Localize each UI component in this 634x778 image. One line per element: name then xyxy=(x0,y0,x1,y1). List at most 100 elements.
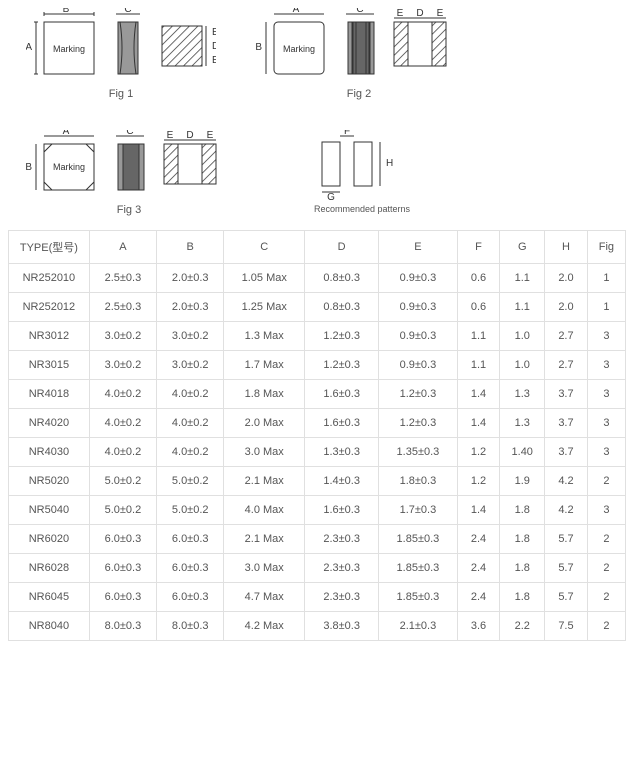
cell-a: 4.0±0.2 xyxy=(89,380,156,409)
cell-e: 1.85±0.3 xyxy=(379,525,458,554)
col-type: TYPE(型号) xyxy=(9,231,90,264)
cell-a: 2.5±0.3 xyxy=(89,264,156,293)
col-fig: Fig xyxy=(587,231,625,264)
fig3-top: E D E xyxy=(160,130,232,200)
dim-e2: E xyxy=(207,130,214,141)
dim-e1: E xyxy=(212,27,216,38)
cell-c: 2.1 Max xyxy=(224,467,305,496)
table-header-row: TYPE(型号) A B C D E F G H Fig xyxy=(9,231,626,264)
cell-f: 1.1 xyxy=(457,322,500,351)
dim-a: A xyxy=(63,130,70,137)
cell-b: 4.0±0.2 xyxy=(157,438,224,467)
fig1-front: B A Marking xyxy=(26,8,104,84)
cell-c: 4.7 Max xyxy=(224,583,305,612)
cell-type: NR3015 xyxy=(9,351,90,380)
fig3-group: A B Marking C E D E xyxy=(26,130,232,216)
pattern-drawing: F H G xyxy=(302,130,422,200)
cell-c: 4.0 Max xyxy=(224,496,305,525)
cell-type: NR8040 xyxy=(9,612,90,641)
dim-c: C xyxy=(126,130,133,137)
cell-g: 1.8 xyxy=(500,496,545,525)
cell-h: 3.7 xyxy=(545,438,588,467)
cell-a: 6.0±0.3 xyxy=(89,525,156,554)
cell-f: 1.4 xyxy=(457,409,500,438)
cell-g: 1.9 xyxy=(500,467,545,496)
cell-g: 1.40 xyxy=(500,438,545,467)
cell-a: 4.0±0.2 xyxy=(89,438,156,467)
cell-fig: 2 xyxy=(587,554,625,583)
cell-d: 2.3±0.3 xyxy=(305,554,379,583)
cell-e: 0.9±0.3 xyxy=(379,351,458,380)
col-g: G xyxy=(500,231,545,264)
cell-g: 1.3 xyxy=(500,380,545,409)
cell-b: 3.0±0.2 xyxy=(157,322,224,351)
cell-fig: 2 xyxy=(587,583,625,612)
cell-b: 6.0±0.3 xyxy=(157,554,224,583)
col-e: E xyxy=(379,231,458,264)
cell-h: 2.7 xyxy=(545,351,588,380)
cell-e: 1.35±0.3 xyxy=(379,438,458,467)
table-row: NR60456.0±0.36.0±0.34.7 Max2.3±0.31.85±0… xyxy=(9,583,626,612)
cell-b: 8.0±0.3 xyxy=(157,612,224,641)
cell-b: 5.0±0.2 xyxy=(157,467,224,496)
cell-c: 4.2 Max xyxy=(224,612,305,641)
dim-e2: E xyxy=(437,8,444,19)
cell-g: 2.2 xyxy=(500,612,545,641)
cell-b: 4.0±0.2 xyxy=(157,380,224,409)
cell-g: 1.8 xyxy=(500,583,545,612)
cell-e: 1.2±0.3 xyxy=(379,409,458,438)
cell-d: 2.3±0.3 xyxy=(305,525,379,554)
dim-b: B xyxy=(26,162,32,173)
cell-fig: 3 xyxy=(587,380,625,409)
cell-h: 3.7 xyxy=(545,380,588,409)
fig3-side: C xyxy=(112,130,152,200)
cell-d: 1.2±0.3 xyxy=(305,351,379,380)
cell-a: 6.0±0.3 xyxy=(89,554,156,583)
cell-h: 2.0 xyxy=(545,264,588,293)
cell-d: 1.3±0.3 xyxy=(305,438,379,467)
fig1-side: C xyxy=(112,8,148,84)
cell-h: 4.2 xyxy=(545,496,588,525)
dim-d: D xyxy=(212,41,216,52)
fig2-label: Fig 2 xyxy=(347,88,371,100)
cell-g: 1.3 xyxy=(500,409,545,438)
fig3-label: Fig 3 xyxy=(117,204,141,216)
cell-f: 2.4 xyxy=(457,583,500,612)
cell-e: 1.8±0.3 xyxy=(379,467,458,496)
cell-d: 0.8±0.3 xyxy=(305,264,379,293)
col-h: H xyxy=(545,231,588,264)
cell-g: 1.8 xyxy=(500,525,545,554)
dim-a: A xyxy=(293,8,300,15)
cell-c: 1.8 Max xyxy=(224,380,305,409)
cell-c: 3.0 Max xyxy=(224,438,305,467)
dim-c: C xyxy=(124,8,131,15)
cell-b: 2.0±0.3 xyxy=(157,264,224,293)
table-row: NR2520122.5±0.32.0±0.31.25 Max0.8±0.30.9… xyxy=(9,293,626,322)
cell-fig: 3 xyxy=(587,409,625,438)
cell-type: NR252012 xyxy=(9,293,90,322)
fig2-group: A B Marking C E D E xyxy=(256,8,462,100)
table-row: NR30123.0±0.23.0±0.21.3 Max1.2±0.30.9±0.… xyxy=(9,322,626,351)
cell-d: 1.4±0.3 xyxy=(305,467,379,496)
dim-a: A xyxy=(26,42,32,53)
cell-d: 0.8±0.3 xyxy=(305,293,379,322)
cell-h: 2.7 xyxy=(545,322,588,351)
cell-d: 2.3±0.3 xyxy=(305,583,379,612)
table-row: NR80408.0±0.38.0±0.34.2 Max3.8±0.32.1±0.… xyxy=(9,612,626,641)
dim-c: C xyxy=(356,8,363,15)
cell-c: 2.1 Max xyxy=(224,525,305,554)
pattern-group: F H G Recommended patterns xyxy=(302,130,422,216)
cell-e: 0.9±0.3 xyxy=(379,264,458,293)
cell-b: 6.0±0.3 xyxy=(157,525,224,554)
pattern-label: Recommended patterns xyxy=(314,204,410,214)
cell-fig: 2 xyxy=(587,467,625,496)
dim-e: E xyxy=(397,8,404,19)
cell-h: 5.7 xyxy=(545,554,588,583)
dim-g: G xyxy=(327,192,335,200)
cell-type: NR6045 xyxy=(9,583,90,612)
cell-c: 3.0 Max xyxy=(224,554,305,583)
cell-h: 2.0 xyxy=(545,293,588,322)
dim-b: B xyxy=(256,42,262,53)
cell-type: NR6028 xyxy=(9,554,90,583)
cell-a: 3.0±0.2 xyxy=(89,351,156,380)
